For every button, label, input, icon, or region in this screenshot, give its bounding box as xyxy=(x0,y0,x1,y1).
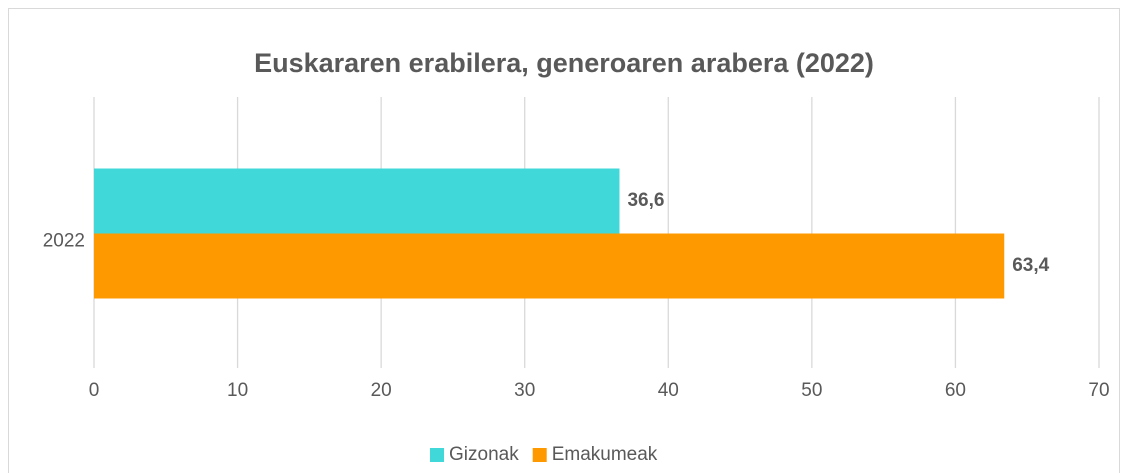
x-tick-label: 0 xyxy=(89,380,100,401)
x-tick-label: 10 xyxy=(227,380,248,401)
x-tick-label: 30 xyxy=(514,380,535,401)
legend-swatch xyxy=(430,448,444,462)
legend-label: Emakumeak xyxy=(552,444,658,465)
x-tick-label: 40 xyxy=(658,380,679,401)
legend-label: Gizonak xyxy=(449,444,519,465)
bar xyxy=(94,168,620,234)
x-tick-label: 50 xyxy=(801,380,822,401)
x-tick-label: 20 xyxy=(371,380,392,401)
legend-swatch xyxy=(532,448,547,462)
chart-title: Euskararen erabilera, generoaren arabera… xyxy=(254,48,874,78)
data-label: 63,4 xyxy=(1012,255,1049,276)
x-tick-label: 70 xyxy=(1088,380,1109,401)
x-tick-label: 60 xyxy=(945,380,966,401)
data-label: 36,6 xyxy=(627,190,664,211)
y-tick-label: 2022 xyxy=(43,231,85,252)
bar xyxy=(94,233,1005,299)
